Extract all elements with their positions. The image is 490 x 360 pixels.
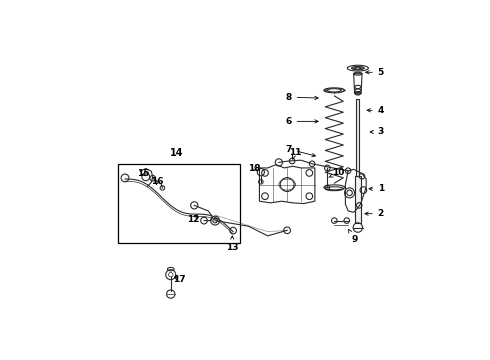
- Text: 16: 16: [151, 177, 164, 186]
- Text: 10: 10: [329, 168, 344, 177]
- Text: 8: 8: [285, 93, 318, 102]
- Text: 18: 18: [247, 164, 260, 173]
- Text: 13: 13: [226, 236, 239, 252]
- Text: 14: 14: [170, 148, 183, 158]
- Text: 3: 3: [370, 127, 384, 136]
- Text: 15: 15: [137, 169, 150, 178]
- Text: 11: 11: [289, 148, 301, 159]
- Text: 9: 9: [348, 229, 357, 244]
- Text: 1: 1: [369, 184, 384, 193]
- Bar: [118, 164, 240, 243]
- Text: 6: 6: [285, 117, 318, 126]
- Text: 4: 4: [367, 106, 384, 115]
- Text: 5: 5: [366, 68, 384, 77]
- Text: 17: 17: [173, 275, 185, 284]
- Text: 2: 2: [365, 209, 384, 218]
- Bar: [355, 176, 361, 223]
- Text: 7: 7: [286, 145, 316, 157]
- Text: 12: 12: [187, 215, 199, 224]
- Bar: [356, 99, 359, 176]
